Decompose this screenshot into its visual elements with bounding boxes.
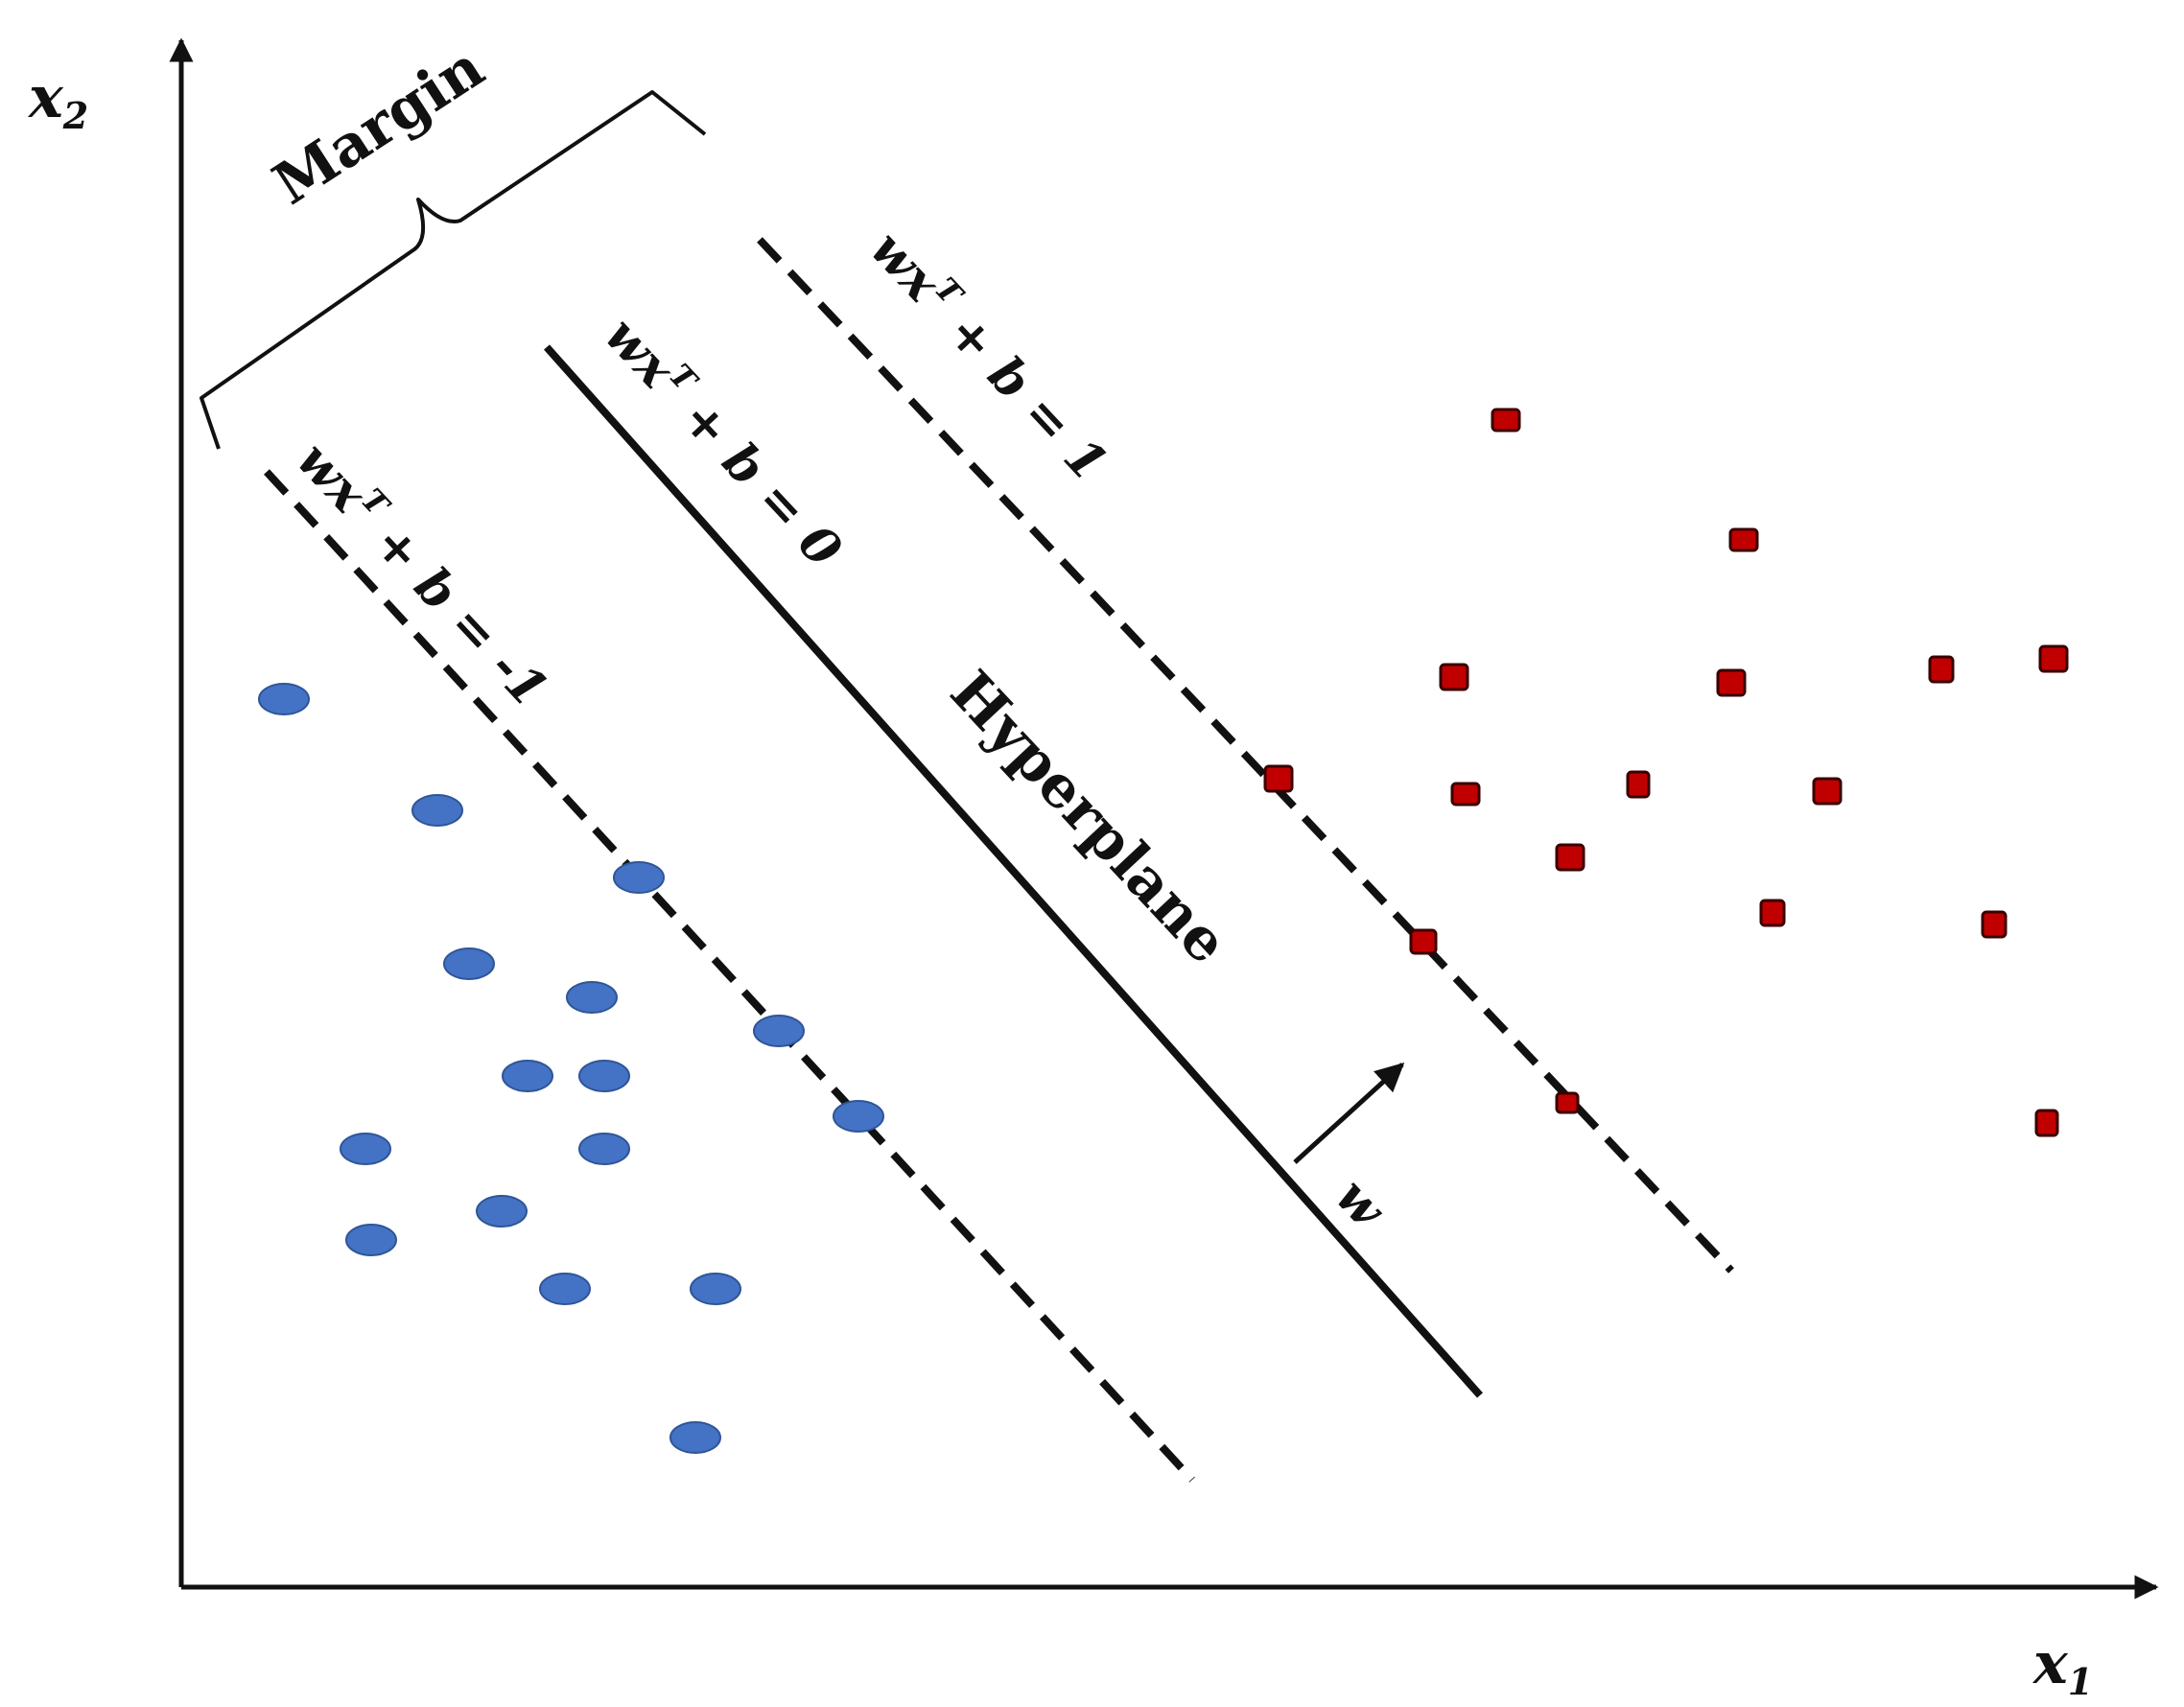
class-square-point <box>1555 843 1585 872</box>
data-points <box>258 408 2069 1454</box>
y-axis-letter: x <box>27 64 64 131</box>
class-square-point <box>1928 655 1955 684</box>
equation-center-rhs: + b = 0 <box>658 376 853 578</box>
class-circle-point <box>476 1195 528 1228</box>
class-circle-point <box>578 1060 630 1092</box>
class-circle-point <box>539 1273 591 1305</box>
class-circle-point <box>669 1421 721 1454</box>
x-axis-subscript: 1 <box>2068 1660 2093 1702</box>
class-circle-point <box>502 1060 553 1092</box>
x-axis-label: x1 <box>2031 1630 2093 1702</box>
class-circle-point <box>578 1133 630 1165</box>
class-square-point <box>1450 782 1481 807</box>
class-circle-point <box>690 1273 741 1305</box>
margin-brace <box>200 90 707 450</box>
class-square-point <box>1409 928 1438 955</box>
class-square-point <box>1555 1091 1580 1114</box>
hyperplane-line <box>544 344 1483 1398</box>
class-circle-point <box>258 683 310 715</box>
class-circle-point <box>345 1224 397 1256</box>
equation-lower: wxT + b = -1 <box>285 429 561 719</box>
class-circle-point <box>566 981 618 1014</box>
class-square-point <box>2034 1109 2059 1137</box>
class-square-point <box>1491 408 1521 433</box>
class-circle-point <box>340 1133 391 1165</box>
class-circle-point <box>411 794 463 827</box>
class-square-point <box>1759 899 1786 927</box>
class-square-point <box>1263 764 1294 793</box>
class-square-point <box>1812 777 1843 806</box>
class-square-point <box>1728 527 1759 552</box>
margin-line-lower <box>264 469 1195 1483</box>
w-arrow-icon <box>1293 1062 1405 1164</box>
equation-lower-rhs: + b = -1 <box>350 501 559 718</box>
class-circle-point <box>613 861 665 894</box>
margin-label: Margin <box>262 34 496 218</box>
class-square-point <box>1626 770 1651 799</box>
equation-upper-rhs: + b = 1 <box>924 290 1118 492</box>
class-circle-point <box>443 947 495 980</box>
margin-line-upper <box>757 237 1734 1274</box>
class-circle-point <box>753 1015 805 1047</box>
equation-upper: wxT + b = 1 <box>858 218 1121 493</box>
class-square-point <box>1439 663 1469 691</box>
y-axis-label: x2 <box>27 64 88 137</box>
y-axis-subscript: 2 <box>62 94 88 137</box>
class-square-point <box>1981 910 2008 939</box>
class-square-point <box>2038 644 2069 673</box>
class-circle-point <box>833 1100 884 1133</box>
x-axis-letter: x <box>2031 1630 2069 1697</box>
class-square-point <box>1716 668 1747 697</box>
